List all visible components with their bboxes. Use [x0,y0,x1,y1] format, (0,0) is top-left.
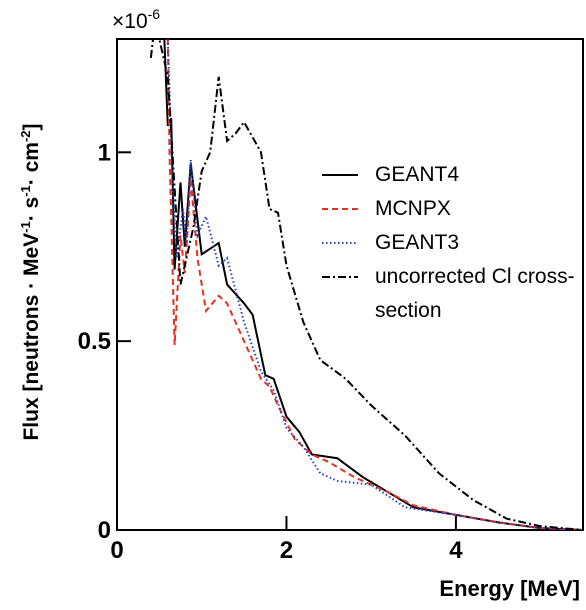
y-label-part: ] [20,123,43,130]
x-tick-label: 2 [280,537,293,564]
x-axis-label: Energy [MeV] [439,576,580,601]
y-label-sup: -1 [18,221,33,233]
y-label-sup: -2 [18,130,33,142]
y-axis-label: Flux [neutrons · MeV-1· s-1· cm-2] [18,123,43,440]
y-label-part: · cm [20,142,43,185]
plot-frame [116,38,584,531]
y-label-part: Flux [neutrons · MeV [20,233,43,441]
multiplier-base: ×10 [112,10,148,33]
multiplier-exp: -6 [148,6,161,22]
x-tick-label: 4 [449,537,463,564]
plot-area [149,39,583,530]
legend-label: GEANT3 [375,231,460,254]
series-line [163,39,583,530]
multiplier: ×10-6 [112,6,160,33]
y-tick-label: 1 [98,139,111,166]
legend-label: uncorrected Cl cross-section [375,265,575,322]
series-line [166,39,583,530]
series-line [149,39,583,530]
y-tick-label: 0.5 [78,328,111,355]
legend-label: GEANT4 [375,163,460,186]
y-label-sup: -1 [18,185,33,197]
y-tick-label: 0 [98,517,111,544]
legend-label: MCNPX [375,197,451,220]
series-line [166,39,583,530]
y-label-part: · s [20,197,43,222]
x-tick-label: 0 [110,537,123,564]
